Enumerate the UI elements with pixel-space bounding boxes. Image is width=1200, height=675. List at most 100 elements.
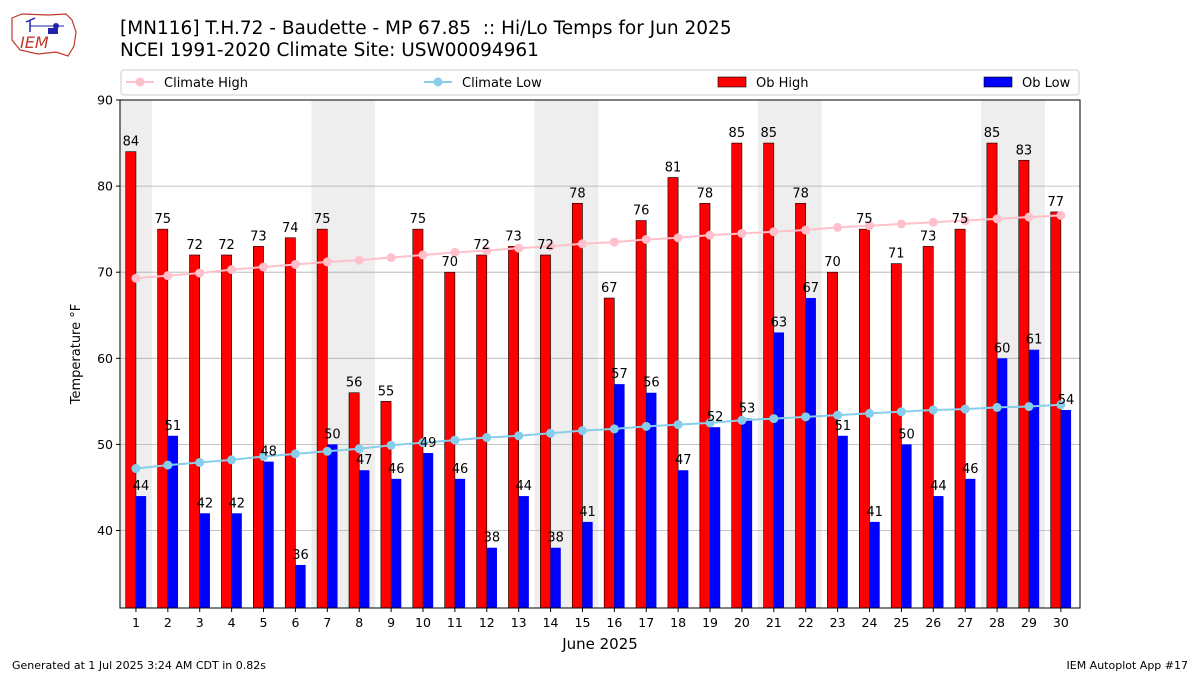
climate-low-point <box>1024 402 1034 412</box>
ob-low-label: 56 <box>643 376 660 391</box>
ob-high-bar <box>476 254 488 609</box>
x-tick-label: 25 <box>893 615 909 630</box>
ob-low-bar <box>454 478 466 608</box>
climate-low-point <box>546 428 556 438</box>
climate-low-point <box>227 455 237 465</box>
ob-high-bar <box>412 228 424 609</box>
y-tick-label: 40 <box>97 523 113 538</box>
ob-low-label: 38 <box>484 531 501 546</box>
ob-low-label: 46 <box>452 462 469 477</box>
ob-low-label: 53 <box>739 402 756 417</box>
ob-low-label: 42 <box>228 496 245 511</box>
x-tick-label: 1 <box>132 615 140 630</box>
climate-high-point <box>641 234 651 244</box>
ob-high-bar <box>603 297 615 609</box>
ob-high-bar <box>380 401 392 609</box>
climate-high-point <box>354 255 364 265</box>
ob-high-bar <box>348 392 360 609</box>
ob-high-label: 72 <box>186 238 203 253</box>
climate-high-point <box>896 219 906 229</box>
x-tick-label: 26 <box>925 615 941 630</box>
ob-low-label: 44 <box>133 479 150 494</box>
ob-high-label: 72 <box>473 238 490 253</box>
climate-high-point <box>163 271 173 281</box>
ob-low-bar <box>1028 349 1040 608</box>
ob-high-bar <box>827 271 838 609</box>
x-tick-label: 15 <box>575 615 591 630</box>
climate-high-line <box>135 214 1061 280</box>
climate-low-point <box>641 421 651 431</box>
climate-low-point <box>386 440 396 450</box>
ob-high-bar <box>253 246 264 609</box>
ob-high-bar <box>795 203 807 609</box>
ob-high-bar <box>221 254 232 609</box>
ob-high-label: 75 <box>856 212 873 227</box>
x-tick-label: 3 <box>196 615 204 630</box>
ob-low-bar <box>678 470 689 608</box>
ob-low-label: 41 <box>579 505 596 520</box>
ob-high-label: 85 <box>984 126 1001 141</box>
x-tick-label: 5 <box>260 615 268 630</box>
climate-high-point <box>833 222 843 232</box>
legend: Climate High Climate Low Ob High Ob Low <box>120 69 1080 96</box>
app-credit: IEM Autoplot App #17 <box>1066 659 1189 672</box>
climate-high-point <box>960 216 970 226</box>
ob-low-label: 36 <box>292 548 309 563</box>
climate-low-point <box>354 444 364 454</box>
climate-high-point <box>865 221 875 231</box>
x-tick-label: 12 <box>479 615 495 630</box>
ob-low-bar <box>422 453 434 608</box>
climate-high-point <box>801 225 811 235</box>
chart-title: [MN116] T.H.72 - Baudette - MP 67.85 :: … <box>120 18 732 39</box>
ob-high-label: 70 <box>824 255 841 270</box>
ob-high-label: 55 <box>378 384 395 399</box>
ob-low-bar <box>327 444 338 608</box>
ob-high-label: 73 <box>250 229 267 244</box>
ob-high-label: 75 <box>314 212 331 227</box>
ob-low-bar <box>135 496 147 608</box>
ob-low-label: 50 <box>324 427 341 442</box>
x-tick-label: 27 <box>957 615 973 630</box>
ob-high-label: 71 <box>888 247 905 262</box>
ob-high-bar <box>189 254 201 609</box>
ob-low-bar <box>614 384 625 608</box>
ob-low-label: 38 <box>547 531 564 546</box>
ob-high-label: 70 <box>442 255 459 270</box>
ob-low-bar <box>167 435 179 608</box>
climate-high-point <box>928 217 938 227</box>
climate-high-point <box>1024 212 1034 222</box>
x-tick-label: 8 <box>355 615 363 630</box>
x-tick-label: 2 <box>164 615 172 630</box>
legend-label-climate-high: Climate High <box>164 76 248 91</box>
ob-low-label: 46 <box>962 462 979 477</box>
climate-high-point <box>322 257 332 267</box>
climate-low-point <box>833 410 843 420</box>
climate-high-point <box>609 237 619 247</box>
ob-low-label: 60 <box>994 341 1011 356</box>
climate-high-point <box>514 243 524 253</box>
generated-timestamp: Generated at 1 Jul 2025 3:24 AM CDT in 0… <box>12 659 266 672</box>
ob-high-label: 72 <box>537 238 554 253</box>
y-tick-label: 80 <box>97 179 113 194</box>
climate-low-point <box>737 415 747 425</box>
climate-high-point <box>546 241 556 251</box>
ob-high-label: 75 <box>952 212 969 227</box>
ob-high-bar <box>986 142 998 609</box>
climate-high-point <box>418 250 428 260</box>
ob-high-label: 78 <box>792 186 809 201</box>
climate-low-point <box>928 405 938 415</box>
plot-frame <box>119 99 1081 609</box>
ob-low-bar <box>869 521 880 608</box>
climate-high-point <box>705 230 715 240</box>
legend-marker-climate-high <box>135 77 145 87</box>
ob-high-bar <box>922 246 934 609</box>
x-tick-label: 18 <box>670 615 686 630</box>
ob-low-bar <box>231 513 242 608</box>
ob-low-bar <box>1060 409 1072 608</box>
x-tick-label: 7 <box>323 615 331 630</box>
climate-low-point <box>259 451 269 461</box>
ob-high-bar <box>858 228 870 609</box>
ob-high-bar <box>954 228 966 609</box>
ob-low-label: 46 <box>388 462 405 477</box>
